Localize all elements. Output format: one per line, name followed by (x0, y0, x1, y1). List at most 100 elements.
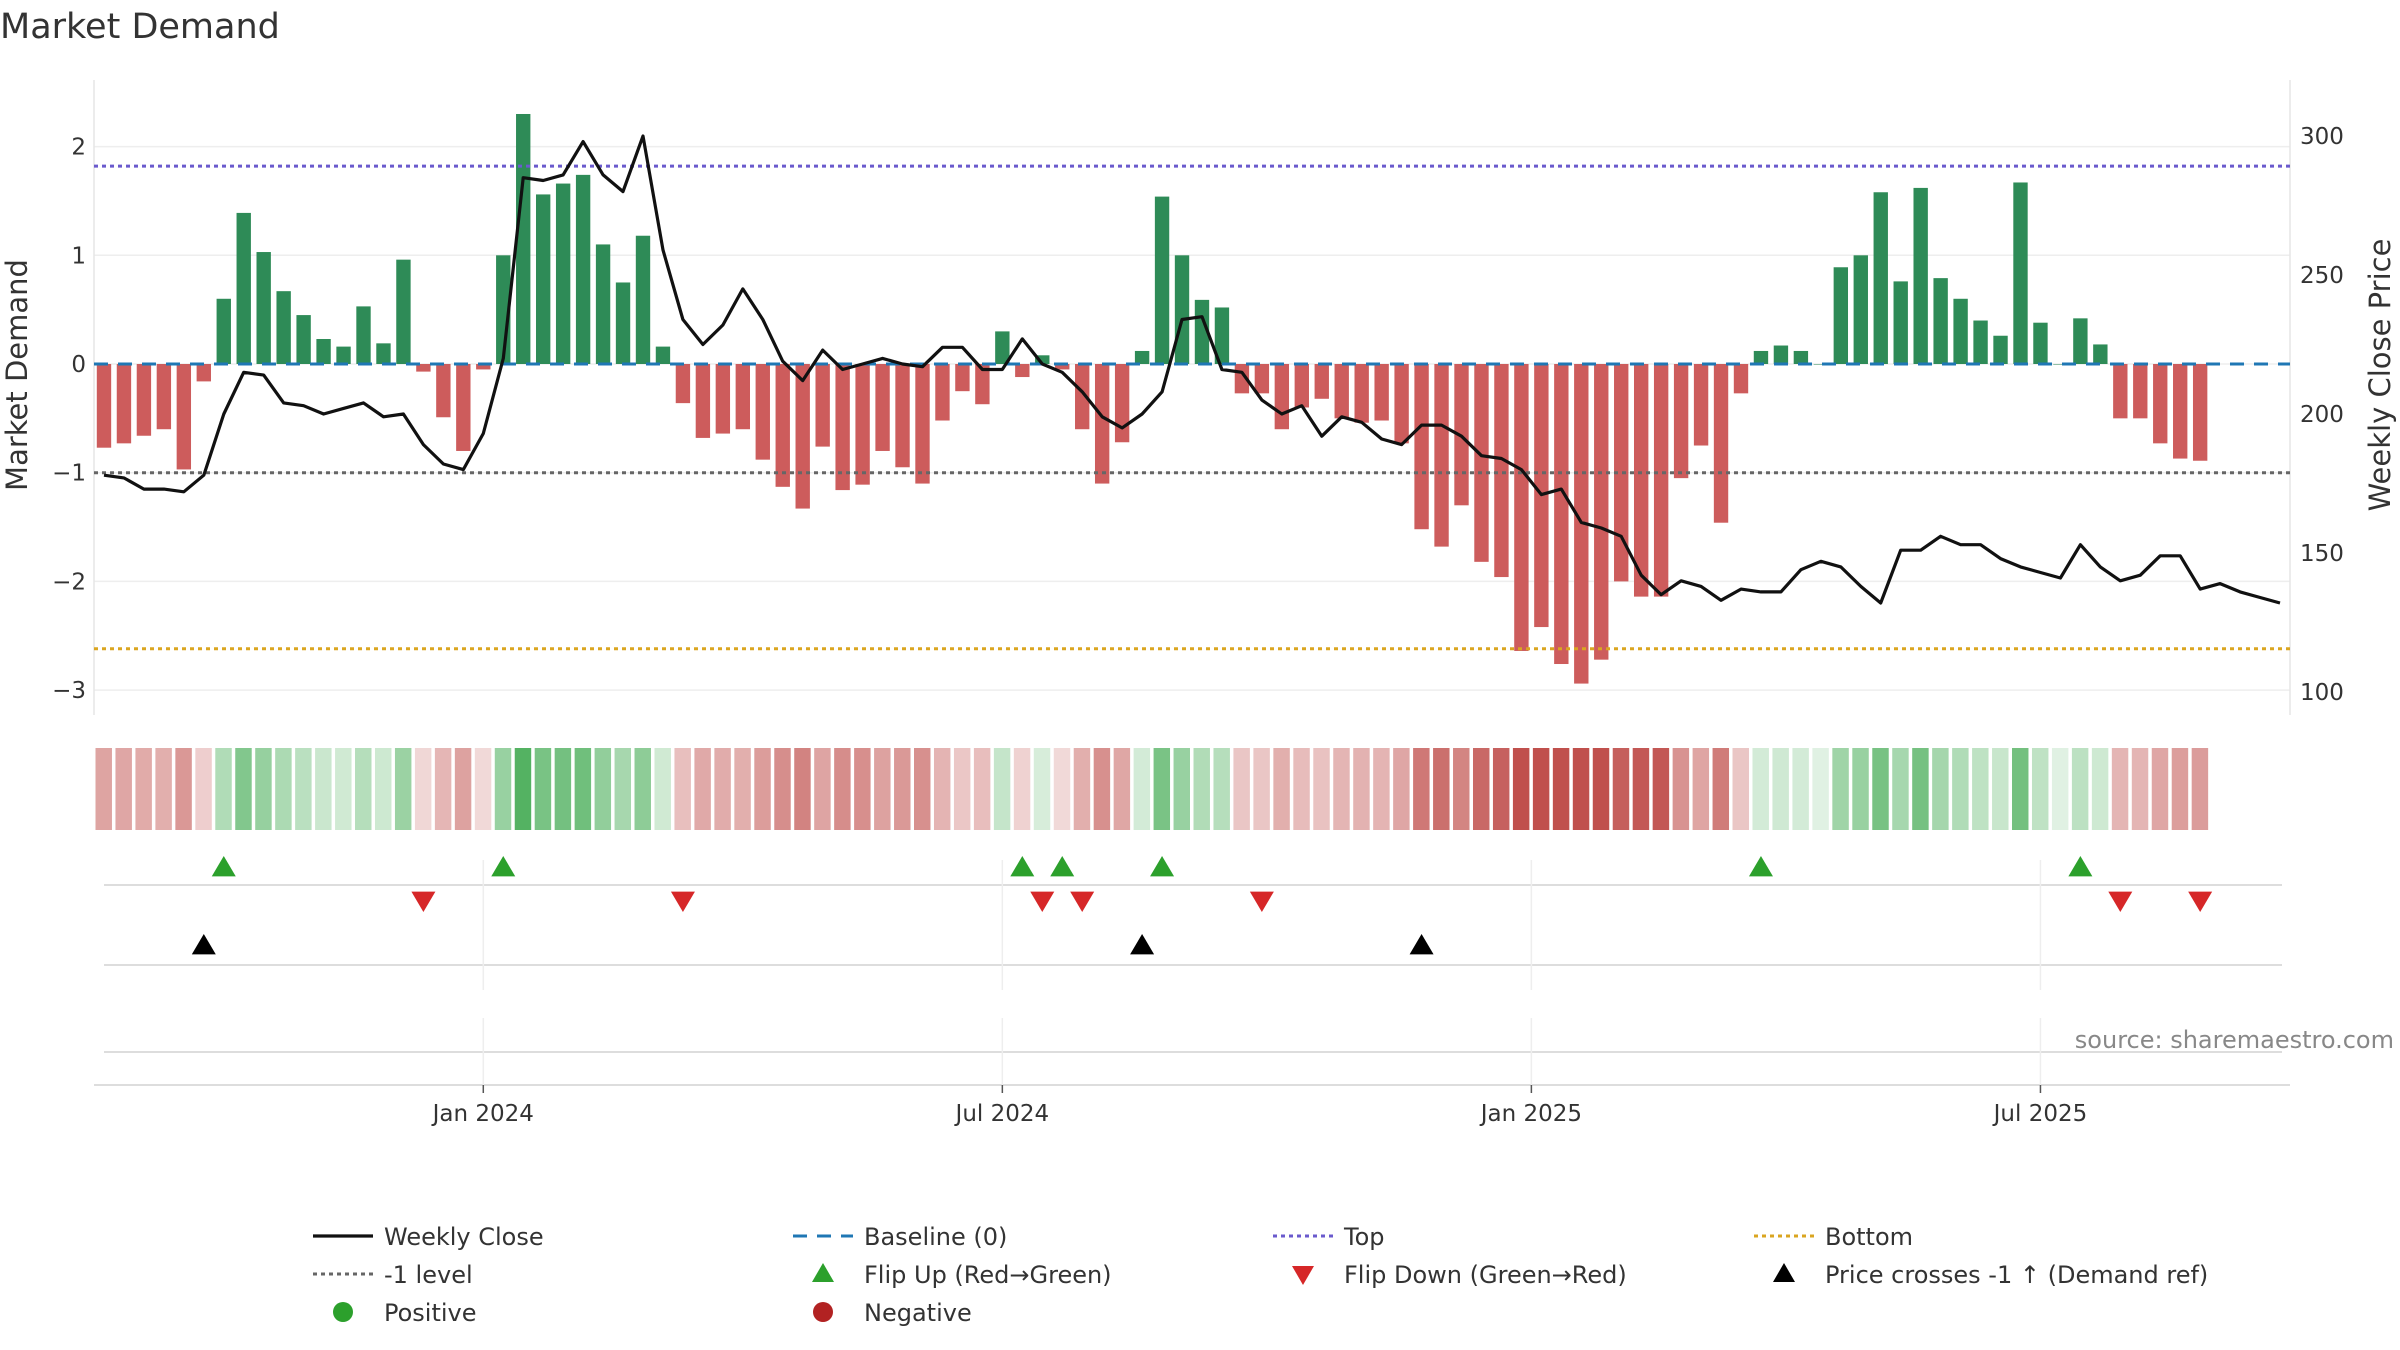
y-tick-label: 1 (71, 243, 86, 269)
demand-bar (1015, 364, 1030, 378)
heat-cell (1872, 748, 1889, 830)
demand-bar (1554, 364, 1569, 665)
demand-bar (2173, 364, 2188, 459)
demand-heat-strip (95, 748, 2209, 830)
demand-bar (236, 212, 251, 364)
legend-swatch-positive (333, 1302, 353, 1322)
heat-cell (1952, 748, 1969, 830)
demand-bar (1973, 320, 1988, 364)
demand-bar (815, 364, 830, 447)
demand-bar (595, 244, 611, 364)
heat-cell (1712, 748, 1730, 830)
demand-bar (2013, 182, 2028, 364)
heat-cell (953, 748, 971, 830)
demand-bar (1933, 278, 1948, 364)
heat-cell (1413, 748, 1430, 830)
heat-cell (1572, 748, 1590, 830)
heat-cell (1832, 748, 1849, 830)
heat-cell (594, 748, 612, 830)
heat-cell (1932, 748, 1949, 830)
flip-down-marker (1249, 891, 1274, 912)
demand-bar (755, 364, 770, 460)
heat-cell (2051, 748, 2069, 830)
heat-cell (414, 748, 432, 830)
y2-tick-label: 150 (2300, 541, 2344, 567)
demand-bar (376, 343, 391, 364)
heat-cell (1812, 748, 1829, 830)
demand-bar (1653, 364, 1669, 597)
flip-up-marker (1050, 856, 1075, 877)
heat-cell (295, 748, 312, 830)
demand-bar (835, 364, 850, 491)
weekly-close-line (103, 134, 2281, 605)
heat-cell (315, 748, 332, 830)
demand-bar (116, 364, 132, 444)
heat-cell (1752, 748, 1769, 830)
heat-cell (2151, 748, 2169, 830)
heat-cell (1393, 748, 1410, 830)
heat-cell (1333, 748, 1350, 830)
heat-cell (374, 748, 392, 830)
demand-bar (336, 346, 351, 364)
heat-cell (894, 748, 911, 830)
legend-swatch-negative (813, 1302, 833, 1322)
heat-cell (195, 748, 212, 830)
heat-cell (1592, 748, 1610, 830)
demand-bar (1594, 364, 1609, 660)
demand-bars (96, 113, 2208, 684)
flip-down-marker (2188, 891, 2213, 912)
heat-cell (1792, 748, 1809, 830)
demand-bar (1494, 364, 1509, 578)
price-cross-marker (191, 934, 216, 955)
demand-bar (1114, 364, 1130, 443)
heat-cell (1273, 748, 1290, 830)
heat-cell (574, 748, 592, 830)
demand-bar (1274, 364, 1290, 430)
demand-bar (855, 364, 870, 485)
heat-cell (1093, 748, 1111, 830)
heat-cell (1433, 748, 1450, 830)
demand-bar (1394, 364, 1409, 444)
heat-cell (2071, 748, 2089, 830)
legend-swatch-price-cross (1773, 1263, 1795, 1282)
legend-label: Baseline (0) (864, 1223, 1007, 1251)
demand-bar (1334, 364, 1349, 419)
demand-bar (1713, 364, 1729, 523)
flip-up-marker (1748, 856, 1773, 877)
heat-cell (474, 748, 492, 830)
x-axis-ticks: Jan 2024 Jul 2024 Jan 2025 Jul 2025 (431, 860, 2087, 1127)
flip-down-marker (1070, 891, 1095, 912)
y-tick-label: −3 (52, 678, 86, 704)
demand-bar (675, 364, 691, 404)
heat-cell (1193, 748, 1210, 830)
demand-bar (615, 282, 631, 364)
demand-bar (436, 364, 451, 418)
demand-bar (1813, 364, 1829, 365)
flip-down-marker (670, 891, 695, 912)
heat-cell (973, 748, 991, 830)
y-tick-label: −2 (52, 569, 86, 595)
price-cross-marker (1130, 934, 1155, 955)
demand-bar (356, 306, 371, 364)
x-tick-label: Jan 2024 (431, 1101, 534, 1127)
demand-bar (715, 364, 731, 434)
heat-cell (1972, 748, 1989, 830)
heat-cell (674, 748, 691, 830)
demand-bar (1474, 364, 1489, 562)
demand-bar (1753, 350, 1769, 364)
legend-label: Top (1343, 1223, 1385, 1251)
heat-cell (1772, 748, 1789, 830)
demand-bar (1354, 364, 1369, 423)
demand-bar (2073, 318, 2088, 364)
demand-bar (476, 364, 491, 370)
heat-cell (774, 748, 791, 830)
demand-bar (316, 338, 331, 364)
heat-cell (1153, 748, 1171, 830)
heat-cell (1692, 748, 1710, 830)
heat-cell (2091, 748, 2109, 830)
heat-cell (1053, 748, 1071, 830)
legend-label: Flip Down (Green→Red) (1344, 1261, 1627, 1289)
heat-cell (1293, 748, 1310, 830)
heat-cell (135, 748, 152, 830)
